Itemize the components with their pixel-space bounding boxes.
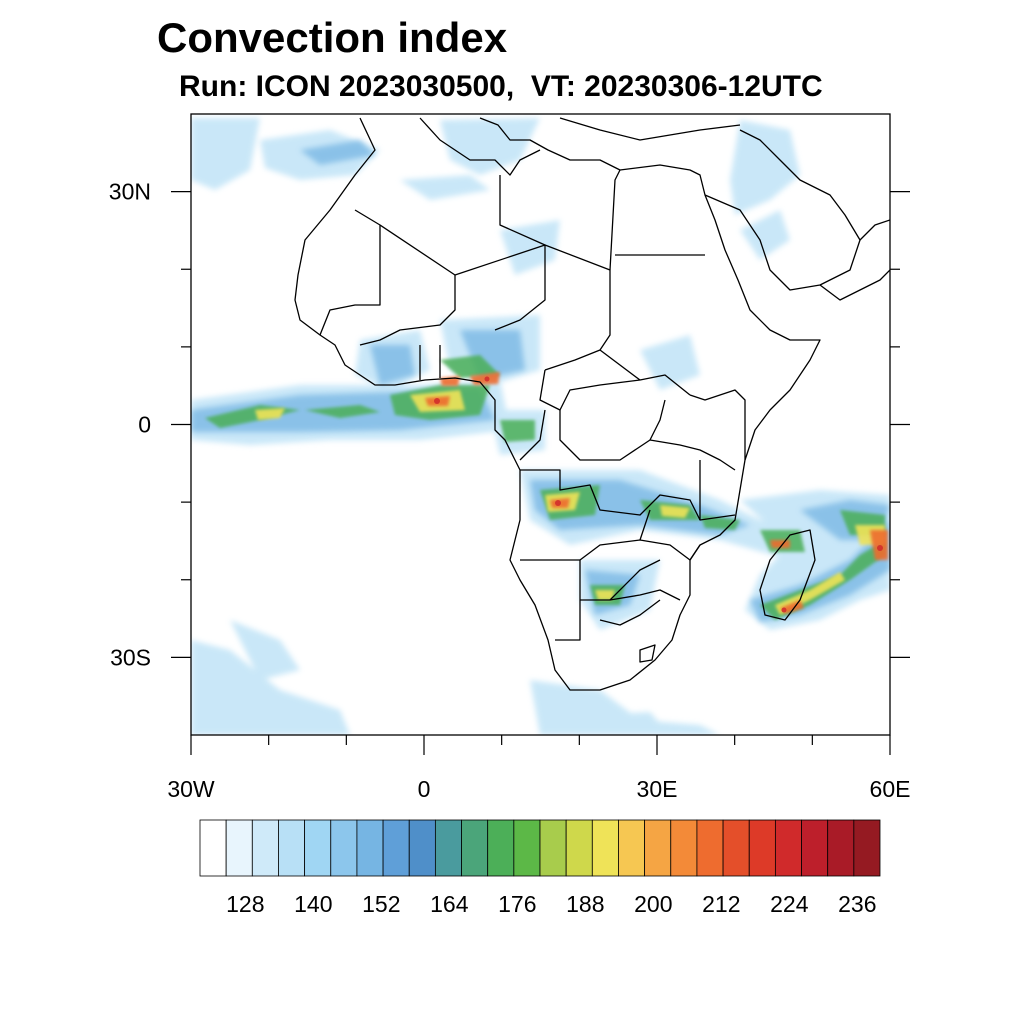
colorbar-box xyxy=(278,819,306,877)
colorbar-box xyxy=(304,819,332,877)
colorbar-box xyxy=(722,819,750,877)
map-title: Convection index xyxy=(157,14,508,61)
axis-ticks xyxy=(171,191,910,755)
colorbar-box xyxy=(591,819,619,877)
y-tick-label: 30N xyxy=(109,179,151,205)
convection-field xyxy=(191,118,890,735)
colorbar-box xyxy=(434,819,462,877)
colorbar: 128 140 152 164 176 188 200 212 224 236 xyxy=(199,819,881,917)
colorbar-box xyxy=(827,819,855,877)
y-tick-label: 0 xyxy=(138,412,151,438)
colorbar-box xyxy=(408,819,436,877)
colorbar-label: 212 xyxy=(702,891,740,917)
colorbar-box xyxy=(487,819,515,877)
colorbar-box xyxy=(382,819,410,877)
x-tick-label: 30W xyxy=(167,776,215,802)
colorbar-label: 152 xyxy=(362,891,400,917)
colorbar-box xyxy=(670,819,698,877)
colorbar-box xyxy=(251,819,279,877)
x-tick-label: 0 xyxy=(418,776,431,802)
y-tick-label: 30S xyxy=(110,644,151,670)
colorbar-box xyxy=(801,819,829,877)
colorbar-label: 200 xyxy=(634,891,672,917)
colorbar-box xyxy=(618,819,646,877)
colorbar-box xyxy=(225,819,253,877)
colorbar-label: 164 xyxy=(430,891,469,917)
colorbar-box xyxy=(199,819,227,877)
colorbar-label: 224 xyxy=(770,891,809,917)
colorbar-label: 176 xyxy=(498,891,536,917)
colorbar-box xyxy=(644,819,672,877)
x-tick-label: 60E xyxy=(870,776,911,802)
colorbar-box xyxy=(539,819,567,877)
country-borders xyxy=(294,117,890,691)
map-subtitle: Run: ICON 2023030500, VT: 20230306-12UTC xyxy=(179,70,823,103)
colorbar-label: 128 xyxy=(226,891,264,917)
colorbar-label: 236 xyxy=(838,891,876,917)
colorbar-box xyxy=(853,819,881,877)
colorbar-label: 140 xyxy=(294,891,332,917)
colorbar-label: 188 xyxy=(566,891,604,917)
colorbar-box xyxy=(330,819,358,877)
colorbar-box xyxy=(513,819,541,877)
colorbar-box xyxy=(461,819,489,877)
axis-tick-labels: 30W 0 30E 60E 30N 0 30S xyxy=(109,179,911,802)
colorbar-box xyxy=(356,819,384,877)
x-tick-label: 30E xyxy=(637,776,678,802)
colorbar-box xyxy=(774,819,802,877)
colorbar-box xyxy=(748,819,776,877)
colorbar-box xyxy=(565,819,593,877)
colorbar-box xyxy=(696,819,724,877)
